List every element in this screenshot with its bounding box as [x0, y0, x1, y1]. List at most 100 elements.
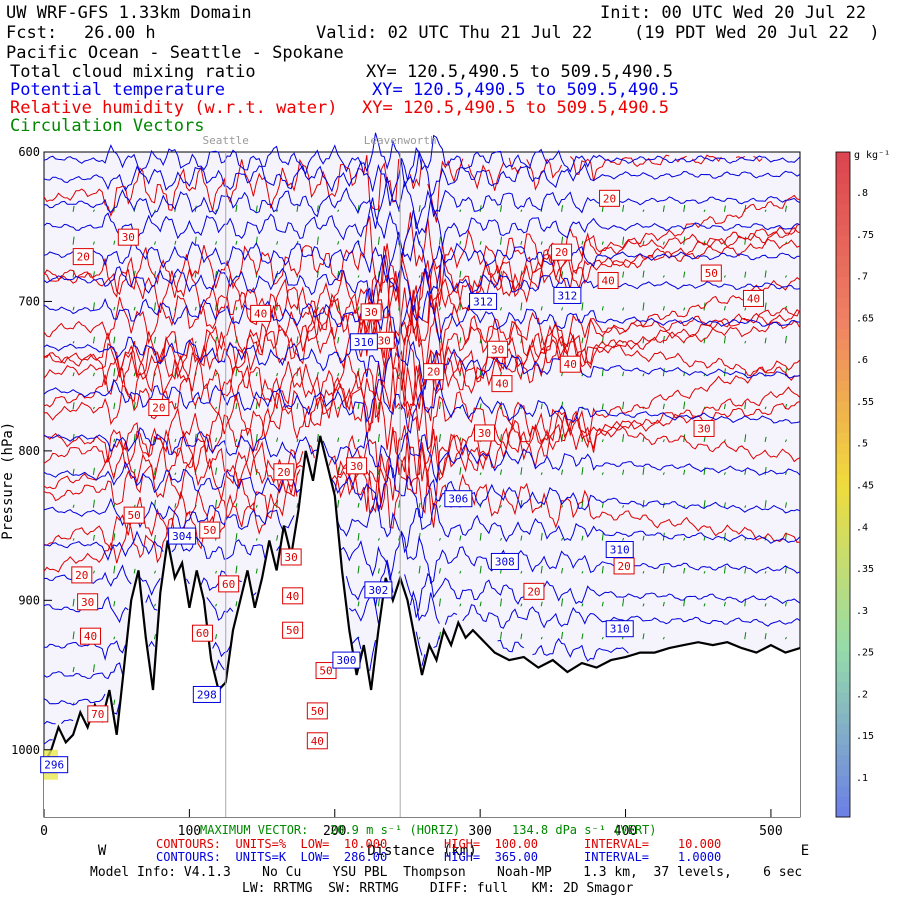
colorbar-frame	[835, 151, 851, 818]
colorbar-swatch	[836, 619, 850, 631]
circulation-vector	[764, 209, 767, 212]
circulation-vector	[744, 271, 747, 278]
rh-label-box	[306, 732, 328, 750]
colorbar-swatch	[836, 463, 850, 475]
circulation-vector	[683, 204, 686, 212]
circulation-vector	[540, 306, 543, 311]
circulation-vector	[357, 403, 360, 410]
circulation-vector	[642, 240, 645, 245]
circulation-vector	[744, 505, 747, 508]
y-tick-label: 900	[18, 593, 40, 607]
circulation-vector	[561, 568, 564, 574]
rh-label-box	[282, 587, 304, 605]
circulation-vector	[683, 537, 686, 541]
circulation-vector	[784, 502, 787, 508]
circulation-vector	[459, 209, 462, 212]
colorbar-swatch	[836, 453, 850, 465]
circulation-vector	[357, 205, 360, 212]
theta-contour-314	[43, 287, 801, 346]
x-tick-label: 500	[759, 824, 782, 839]
y-tick-label: 700	[18, 294, 40, 308]
circulation-vector	[154, 634, 156, 640]
circulation-vector	[438, 568, 441, 574]
circulation-vector	[744, 401, 747, 410]
colorbar-level: .55	[856, 397, 874, 408]
circulation-vector	[581, 302, 584, 311]
theta-label-box	[364, 581, 393, 599]
circulation-vector	[377, 538, 380, 541]
circulation-vector	[92, 302, 95, 311]
circulation-vector	[113, 600, 116, 607]
circulation-vector	[520, 406, 523, 410]
colorbar-swatch	[836, 432, 850, 444]
circulation-vector	[642, 535, 645, 541]
circulation-vector	[113, 336, 116, 344]
colorbar-swatch	[836, 681, 850, 693]
circulation-vector	[540, 532, 543, 541]
rh-label: 40	[311, 735, 324, 748]
circulation-vector	[418, 502, 421, 508]
circulation-vector	[723, 532, 726, 541]
terrain-line	[42, 435, 801, 766]
circulation-vector	[357, 565, 360, 574]
circulation-vector	[622, 236, 625, 245]
circulation-vector	[723, 566, 726, 574]
circulation-vector	[438, 236, 441, 245]
circulation-vector	[72, 666, 75, 673]
circulation-vector	[622, 204, 625, 212]
circulation-vector	[92, 241, 95, 245]
circulation-vector	[255, 568, 258, 574]
circulation-vector	[153, 302, 156, 311]
circulation-vector	[215, 467, 218, 475]
circulation-vector	[316, 306, 319, 311]
colorbar-level: .45	[856, 481, 874, 492]
colorbar-swatch	[836, 224, 850, 236]
circulation-vector	[235, 438, 238, 443]
rh-label: 50	[128, 509, 141, 522]
valid-local-time: (19 PDT Wed 20 Jul 22 )	[634, 23, 880, 43]
colorbar-swatch	[836, 806, 850, 818]
circulation-vector	[377, 469, 380, 475]
circulation-vector	[154, 437, 156, 443]
circulation-vector	[500, 236, 503, 245]
colorbar-swatch	[836, 474, 850, 485]
circulation-vector	[540, 241, 543, 245]
theta-contour-308	[43, 427, 801, 484]
circulation-vector	[235, 565, 238, 574]
theta-contour-interval: INTERVAL= 1.0000	[584, 850, 722, 864]
colorbar-swatch	[836, 526, 850, 537]
colorbar-level: .65	[856, 313, 874, 324]
circulation-vector	[154, 603, 156, 607]
circulation-vector	[337, 241, 340, 245]
circulation-vector	[194, 341, 197, 344]
theta-contour-312	[43, 333, 801, 390]
circulation-vector	[215, 437, 218, 443]
circulation-vector	[377, 205, 380, 212]
circulation-vector	[764, 633, 767, 640]
circulation-vector	[154, 209, 156, 212]
rh-label: 70	[91, 708, 104, 721]
circulation-vector	[133, 433, 136, 442]
colorbar-swatch	[836, 484, 850, 496]
circulation-vector	[764, 436, 767, 443]
rh-contour-60	[43, 194, 801, 408]
rh-label-box	[273, 463, 295, 481]
circulation-vector	[194, 433, 197, 442]
field-rh-xy: XY= 120.5,490.5 to 509.5,490.5	[362, 98, 670, 118]
rh-label-box	[123, 506, 145, 524]
circulation-vector	[764, 467, 767, 475]
circulation-vector	[723, 275, 726, 278]
colorbar-swatch	[836, 661, 850, 673]
circulation-vector	[662, 275, 665, 278]
circulation-vector	[276, 535, 279, 541]
terrain-fill	[44, 435, 800, 817]
circulation-vector	[744, 434, 747, 442]
circulation-vector	[72, 538, 75, 541]
circulation-vector	[723, 601, 726, 607]
colorbar-level: .6	[856, 355, 868, 366]
circulation-vector	[377, 236, 380, 245]
x-tick-label: 100	[178, 824, 201, 839]
circulation-vector	[764, 406, 767, 410]
colorbar-swatch	[836, 765, 850, 776]
circulation-vector	[520, 209, 523, 212]
